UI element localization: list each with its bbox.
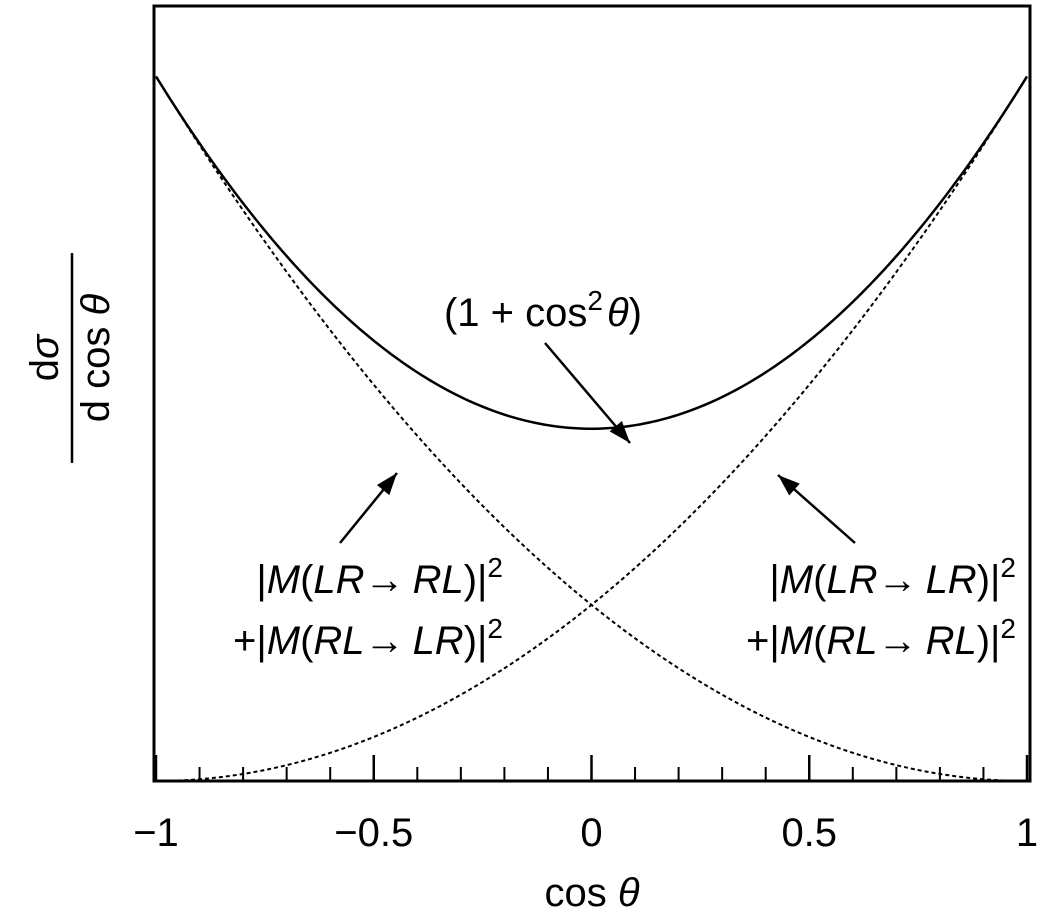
y-axis-denominator-text: d cos (74, 327, 118, 423)
x-tick-label: −0.5 (334, 811, 413, 855)
anno-a: LR (313, 558, 364, 602)
anno-a: LR (826, 558, 877, 602)
y-axis-numerator-d: d (23, 359, 67, 381)
anno-pre: | (256, 558, 266, 602)
annotation-left-line2: +|M(RL→ LR)|2 (233, 613, 503, 663)
anno-rp: )| (977, 558, 1001, 602)
anno-b: LR (926, 558, 977, 602)
anno-m: M (780, 619, 814, 663)
annotation-left-line1: |M(LR→ RL)|2 (256, 552, 503, 602)
y-axis-denominator-symbol: θ (74, 293, 118, 315)
plot-frame (152, 4, 1032, 783)
series-line-total (154, 75, 1029, 430)
annotation-total-sup: 2 (587, 285, 603, 316)
y-axis-numerator-symbol: σ (23, 333, 67, 359)
annotation-right-line1: |M(LR→ LR)|2 (769, 552, 1016, 602)
anno-pre: +| (233, 619, 267, 663)
anno-rp: )| (464, 558, 488, 602)
anno-a: RL (313, 619, 364, 663)
anno-b: LR (413, 619, 464, 663)
anno-rp: )| (977, 619, 1001, 663)
x-tick-label: 1 (1016, 811, 1038, 855)
anno-b: RL (926, 619, 977, 663)
anno-b: RL (413, 558, 464, 602)
annotation-total-open: (1 + cos (444, 291, 587, 335)
x-tick-label: −1 (133, 811, 179, 855)
annotation-total: (1 + cos2 θ) (444, 285, 642, 335)
anno-pre: +| (746, 619, 780, 663)
series-line-lr_to_lr (155, 75, 1028, 782)
anno-arrow: → (878, 558, 918, 602)
y-axis-label: dσ d cos θ (23, 253, 118, 463)
anno-lp: ( (300, 558, 314, 602)
annotation-right-line2: +|M(RL→ RL)|2 (746, 613, 1016, 663)
anno-sup: 2 (1000, 552, 1016, 583)
anno-sup: 2 (1000, 613, 1016, 644)
arrow-total (544, 342, 631, 444)
x-tick-label: 0 (580, 811, 602, 855)
anno-lp: ( (300, 619, 314, 663)
arrow-left (339, 472, 398, 544)
annotation-total-close: ) (629, 291, 642, 335)
x-axis-label: cos θ (544, 871, 639, 915)
anno-lp: ( (813, 619, 827, 663)
anno-lp: ( (813, 558, 827, 602)
y-axis-label-numerator: dσ (23, 333, 67, 381)
annotation-arrows (339, 342, 856, 544)
anno-a: RL (826, 619, 877, 663)
x-tick-label: 0.5 (781, 811, 837, 855)
anno-sup: 2 (487, 613, 503, 644)
anno-m: M (267, 619, 301, 663)
anno-rp: )| (464, 619, 488, 663)
ticks (154, 755, 1029, 781)
tick-labels: −1 −0.5 0 0.5 1 (133, 811, 1038, 855)
anno-sup: 2 (487, 552, 503, 583)
annotation-total-theta: θ (607, 291, 629, 335)
anno-arrow: → (365, 619, 405, 663)
x-axis-label-symbol: θ (618, 871, 640, 915)
anno-m: M (780, 558, 814, 602)
anno-pre: | (769, 558, 779, 602)
anno-arrow: → (365, 558, 405, 602)
anno-arrow: → (878, 619, 918, 663)
anno-m: M (267, 558, 301, 602)
arrow-right (777, 474, 856, 544)
curves (154, 75, 1029, 782)
x-axis-label-text: cos (544, 871, 606, 915)
y-axis-label-denominator: d cos θ (74, 293, 118, 422)
